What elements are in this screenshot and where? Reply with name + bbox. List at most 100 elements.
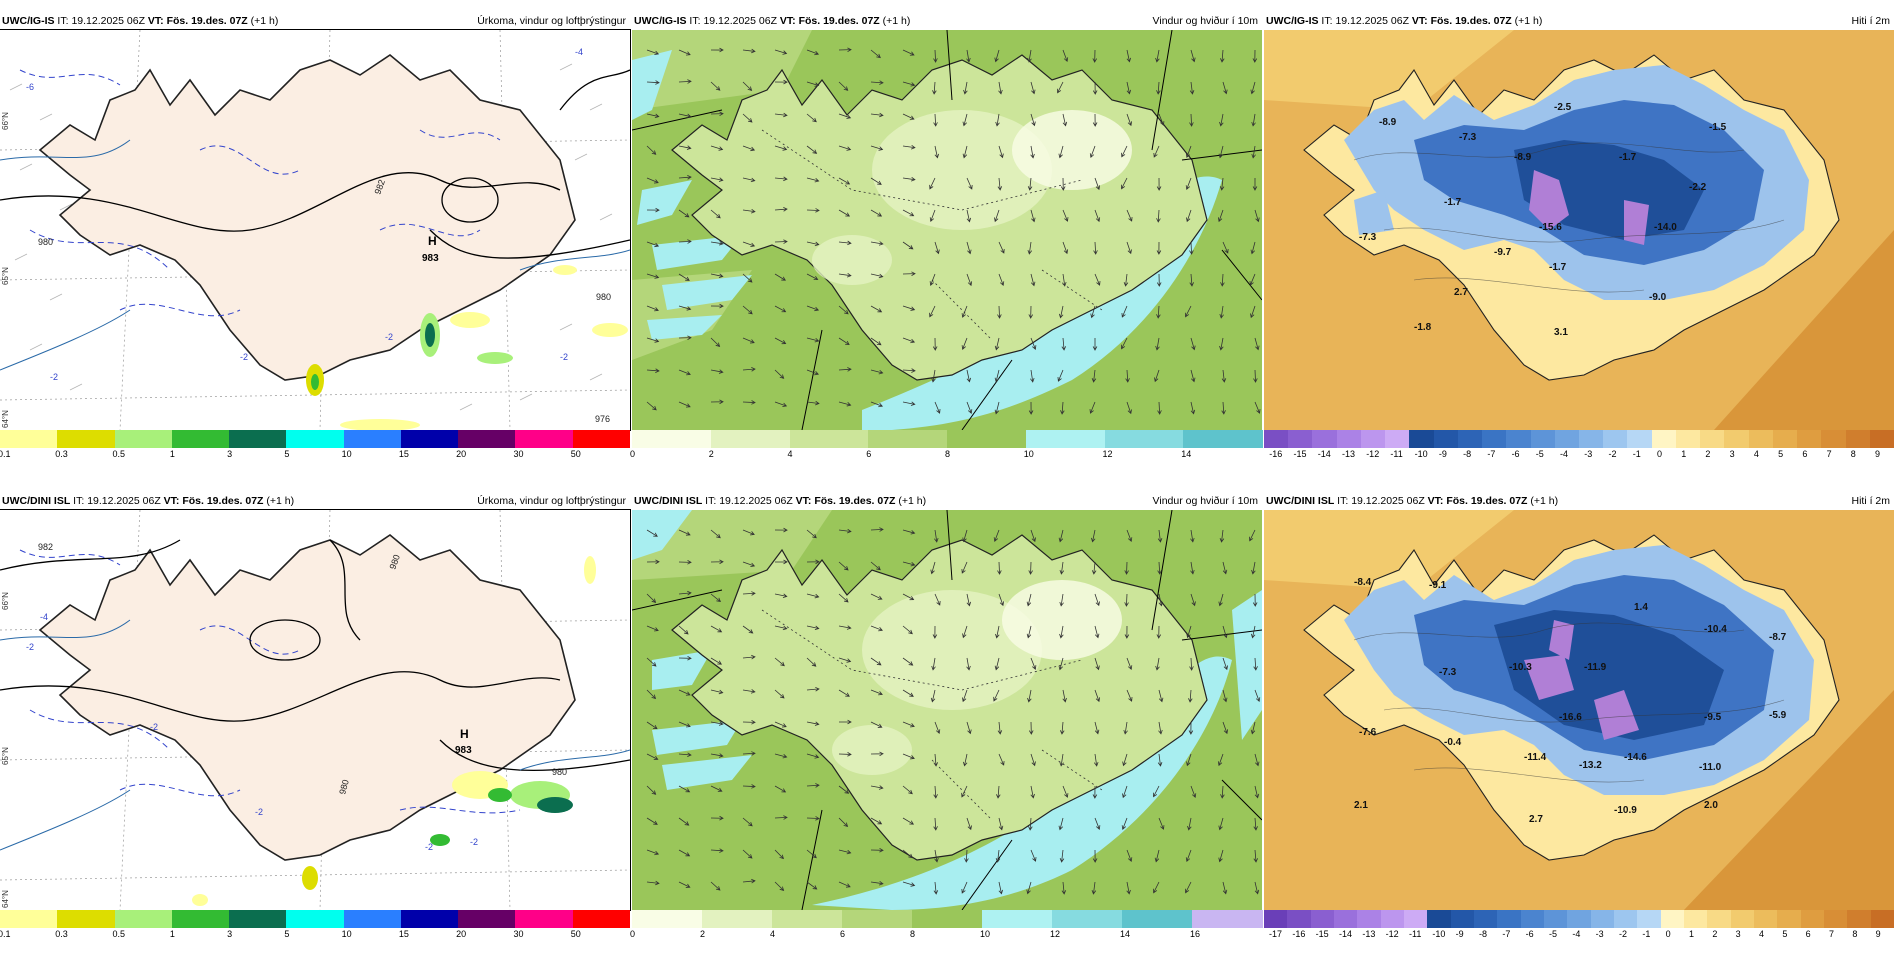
colorbar-segment	[1730, 910, 1755, 928]
wind-arrow	[1156, 177, 1162, 191]
colorbar-tick-label: 10	[341, 449, 352, 459]
wind-arrow	[806, 753, 820, 759]
temp-value-label: -14.0	[1654, 222, 1677, 233]
temp-contour-label: -4	[40, 612, 48, 622]
wind-arrow	[902, 785, 913, 795]
colorbar-segment	[1567, 910, 1592, 928]
wind-arrow	[742, 784, 756, 789]
iceland-land	[38, 54, 576, 381]
wind-arrow	[678, 273, 690, 281]
wind-arrow	[1190, 785, 1197, 799]
wind-arrow	[997, 305, 1002, 319]
wind-arrow	[678, 721, 691, 728]
colorbar-tick-label: 1	[1689, 929, 1695, 939]
wind-arrow	[1219, 177, 1225, 191]
wind-arrow	[966, 209, 972, 223]
colorbar-segment	[1288, 430, 1313, 448]
wind-arrow	[1185, 849, 1192, 863]
colorbar-tick-label: -8	[1479, 929, 1488, 939]
panel-run-info: UWC/IG-IS IT: 19.12.2025 06Z VT: Fös. 19…	[2, 15, 279, 27]
temp-map: -8.9 -7.3 -2.5 -1.5 -8.9 -1.7 -2.2 -1.7 -15.6 -7.…	[1264, 30, 1894, 430]
wind-arrow	[838, 689, 850, 697]
wind-arrow	[1252, 177, 1258, 191]
wind-arrow	[774, 49, 788, 55]
wind-arrow	[1253, 657, 1258, 671]
wind-arrow	[710, 559, 724, 565]
wind-arrow	[870, 785, 884, 790]
colorbar-segment	[947, 430, 1027, 448]
wind-arrow	[1094, 689, 1101, 703]
colorbar-segment	[343, 430, 402, 448]
wind-arrow	[710, 81, 721, 91]
wind-map-svg	[632, 510, 1262, 910]
wind-arrow	[933, 785, 938, 799]
temp-value-label: 2.0	[1704, 800, 1718, 811]
temp-value-label: -1.7	[1619, 152, 1637, 163]
wind-arrow	[994, 209, 1000, 223]
wind-arrow	[870, 817, 883, 825]
wind-arrow	[870, 880, 884, 886]
colorbar-segment	[1824, 910, 1848, 928]
temp-contour-label: -2	[385, 332, 393, 342]
temp-map-svg: -8.9 -7.3 -2.5 -1.5 -8.9 -1.7 -2.2 -1.7 -15.6 -7.…	[1264, 30, 1894, 430]
colorbar-tick-label: 5	[1782, 929, 1788, 939]
precip-map-svg: H 983 980 982 980 976 -6 -4 -2 -2 -2 -2 …	[0, 30, 630, 430]
wind-arrow	[678, 881, 691, 888]
wind-arrow	[806, 145, 818, 154]
wind-arrow	[646, 817, 658, 825]
temp-colorbar	[1264, 430, 1895, 448]
colorbar-segment	[1845, 430, 1871, 448]
colorbar-tick-label: 9	[1875, 449, 1881, 459]
wind-arrow	[678, 752, 692, 757]
wind-arrow	[646, 305, 659, 312]
colorbar-segment	[1590, 910, 1615, 928]
wind-arrow	[678, 655, 692, 661]
wind-arrow	[1058, 305, 1064, 319]
wind-arrow	[1254, 785, 1260, 799]
colorbar-tick-label: 5	[1778, 449, 1784, 459]
colorbar-tick-label: -1	[1632, 449, 1641, 459]
temp-value-label: -1.7	[1549, 262, 1567, 273]
wind-arrow	[1126, 49, 1132, 63]
wind-arrow	[1188, 689, 1193, 703]
panel-run-info: UWC/DINI ISL IT: 19.12.2025 06Z VT: Fös.…	[1266, 495, 1559, 507]
wind-arrow	[1126, 401, 1132, 415]
temp-contour-label: -2	[255, 807, 263, 817]
colorbar-tick-label: 2	[1712, 929, 1718, 939]
wind-arrow	[1030, 657, 1037, 670]
wind-arrow	[1190, 337, 1196, 351]
colorbar-tick-label: -3	[1595, 929, 1604, 939]
wind-arrow	[774, 657, 785, 667]
wind-arrow	[1126, 529, 1133, 542]
wind-arrow	[710, 593, 721, 603]
wind-arrow	[934, 401, 941, 414]
wind-arrow	[1217, 209, 1224, 223]
wind-arrow	[774, 689, 785, 699]
colorbar-tick-label: 6	[1802, 449, 1808, 459]
colorbar-tick-label: 15	[398, 449, 409, 459]
wind-arrow	[838, 752, 852, 757]
wind-arrow	[1062, 113, 1068, 127]
temp-value-label: -7.3	[1459, 132, 1477, 143]
colorbar-segment	[1544, 910, 1568, 928]
wind-arrow	[931, 657, 936, 671]
colorbar-segment	[343, 910, 402, 928]
wind-arrow	[870, 721, 883, 728]
colorbar-tick-label: 0.1	[0, 929, 11, 939]
wind-arrow	[1122, 785, 1128, 799]
colorbar-tick-label: -16	[1269, 449, 1283, 459]
wind-arrow	[932, 337, 938, 351]
wind-arrow	[1252, 593, 1258, 607]
wind-arrow	[774, 207, 788, 212]
wind-arrow	[1059, 753, 1064, 767]
wind-arrow	[1126, 81, 1132, 95]
wind-arrow	[1157, 529, 1163, 543]
colorbar-segment	[1870, 910, 1895, 928]
colorbar-segment	[1380, 910, 1405, 928]
colorbar-tick-label: 14	[1120, 929, 1131, 939]
wind-arrow	[1094, 817, 1101, 830]
wind-arrow	[774, 305, 787, 313]
wind-arrow	[902, 368, 916, 373]
wind-arrow	[678, 401, 691, 408]
colorbar-tick-label: 20	[456, 929, 467, 939]
